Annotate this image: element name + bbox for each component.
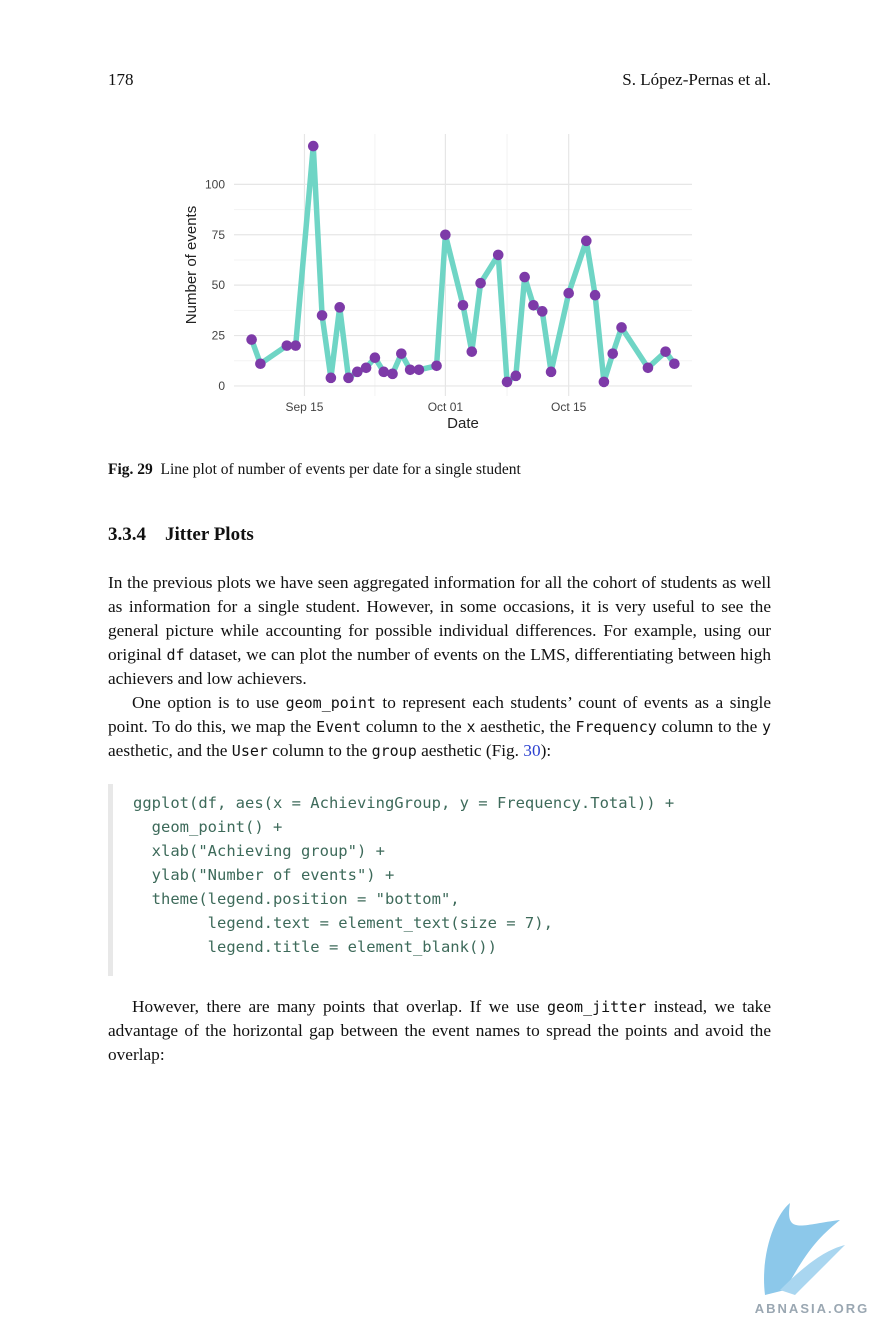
x-tick-label: Oct 01 (428, 400, 464, 414)
y-tick-label: 100 (205, 177, 225, 191)
data-point (334, 302, 345, 313)
data-point (378, 366, 390, 378)
code-line: legend.title = element_blank()) (133, 938, 497, 956)
data-point (255, 358, 266, 370)
code-line: ylab("Number of events") + (133, 866, 395, 884)
logo-shape (764, 1203, 840, 1295)
text-run: to represent each students’ count of eve… (108, 693, 771, 736)
inline-code: df (166, 646, 185, 664)
data-point (501, 376, 513, 388)
text-run: column to the (267, 741, 372, 760)
data-point (642, 362, 654, 374)
series-line (249, 143, 677, 385)
y-axis-label: Number of events (183, 206, 200, 324)
logo-shape (780, 1245, 845, 1295)
data-point (598, 376, 610, 388)
text-run: ): (540, 741, 552, 760)
data-point (352, 366, 363, 378)
y-tick-label: 50 (212, 278, 226, 292)
code-line: legend.text = element_text(size = 7), (133, 914, 553, 932)
inline-code: Frequency (575, 718, 657, 736)
data-point (545, 366, 557, 378)
section-title: Jitter Plots (165, 524, 254, 545)
data-point (440, 229, 451, 241)
data-point (589, 289, 601, 301)
data-point (536, 306, 548, 317)
text-run: column to the (361, 717, 467, 736)
text-run: column to the (656, 717, 762, 736)
watermark-text: ABNASIA.ORG (755, 1301, 869, 1316)
data-point (660, 346, 671, 357)
x-tick-label: Oct 15 (551, 400, 587, 414)
data-point (457, 300, 469, 311)
inline-code: Event (316, 718, 362, 736)
data-point (607, 348, 619, 359)
y-tick-label: 0 (218, 379, 225, 393)
data-point (581, 235, 592, 247)
data-point (396, 348, 407, 359)
text-run: dataset, we can plot the number of event… (108, 645, 771, 688)
text-run: One option is to use (132, 693, 286, 712)
chart: 0 25 50 75 100 Sep 15 Oct 01 Oct 15 Date Number o… (183, 134, 692, 432)
data-point (466, 346, 478, 357)
text-run: instead, we take advantage of the horizo… (108, 997, 771, 1064)
inline-code: geom_point (285, 694, 376, 712)
data-point (325, 372, 337, 384)
section-heading: 3.3.4 Jitter Plots (108, 524, 254, 546)
watermark-logo: ABNASIA.ORG (755, 1203, 869, 1316)
x-axis-label: Date (447, 415, 479, 432)
data-point (246, 334, 257, 345)
page-number: 178 (108, 70, 134, 89)
y-tick-label: 75 (212, 228, 226, 242)
data-point (369, 352, 381, 364)
data-point (528, 300, 539, 311)
inline-code: x (466, 718, 476, 736)
data-point (413, 364, 425, 376)
data-point (616, 322, 627, 333)
data-point (387, 368, 398, 380)
caption-text: Line plot of number of events per date f… (160, 461, 521, 478)
inline-code: geom_jitter (546, 998, 647, 1016)
data-point (492, 249, 504, 261)
data-point (510, 370, 522, 382)
inline-code: group (371, 742, 417, 760)
figure-link[interactable]: 30 (523, 741, 541, 760)
data-point (316, 310, 328, 321)
data-point (431, 360, 442, 372)
caption-label: Fig. 29 (108, 461, 153, 478)
inline-code: User (231, 742, 268, 760)
paragraph: One option is to use geom_point to repre… (108, 691, 771, 763)
code-line: ggplot(df, aes(x = AchievingGroup, y = F… (133, 794, 675, 812)
code-block: ggplot(df, aes(x = AchievingGroup, y = F… (108, 784, 776, 976)
text-run: aesthetic, the (475, 717, 576, 736)
text-run: aesthetic (Fig. (416, 741, 524, 760)
text-run: In the previous plots we have seen aggre… (108, 573, 771, 664)
data-point (475, 277, 486, 289)
y-tick-label: 25 (212, 329, 226, 343)
data-point (519, 271, 530, 283)
section-number: 3.3.4 (108, 524, 146, 545)
code-line: geom_point() + (133, 818, 283, 836)
data-point (307, 140, 319, 152)
data-point (343, 372, 354, 384)
caption: Fig. 29 Line plot of number of events pe… (108, 461, 521, 479)
paragraph: In the previous plots we have seen aggre… (108, 571, 771, 691)
data-point (360, 362, 372, 374)
text-run: However, there are many points that over… (132, 997, 547, 1016)
running-head: S. López-Pernas et al. (622, 70, 771, 89)
code-line: xlab("Achieving group") + (133, 842, 385, 860)
data-point (669, 358, 680, 370)
data-point (404, 364, 416, 376)
data-point (563, 287, 574, 299)
code-line: theme(legend.position = "bottom", (133, 890, 460, 908)
x-tick-label: Sep 15 (285, 400, 323, 414)
text-run: aesthetic, and the (108, 741, 232, 760)
paragraph: However, there are many points that over… (108, 995, 771, 1067)
data-point (281, 340, 293, 351)
inline-code: y (761, 718, 772, 736)
data-point (290, 340, 301, 351)
